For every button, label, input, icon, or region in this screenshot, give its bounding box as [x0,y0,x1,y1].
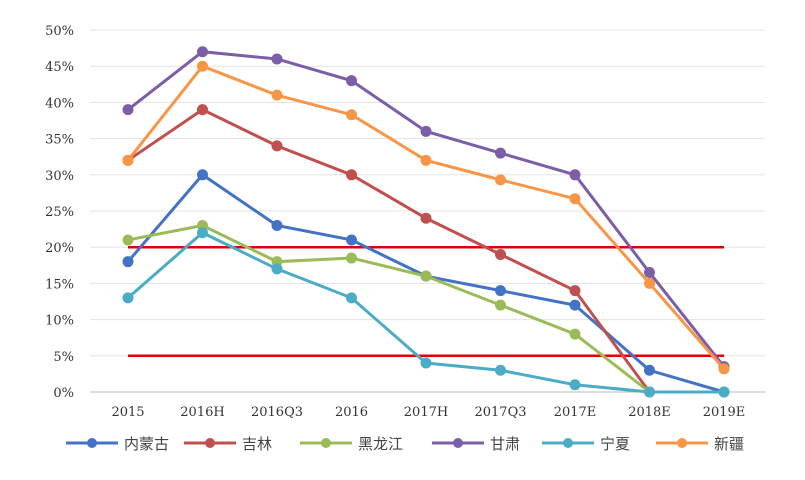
data-point [346,234,357,246]
series-line [127,223,651,394]
legend-label: 新疆 [714,435,744,453]
legend-marker [205,438,215,448]
y-tick-label: 45% [45,60,74,75]
data-point [718,363,730,375]
data-point [122,292,134,304]
data-point [197,46,208,58]
y-tick-label: 50% [45,24,74,39]
y-tick-label: 5% [53,350,74,365]
data-point [271,140,283,152]
data-point [495,299,506,311]
data-point [569,379,581,391]
data-point [271,89,283,101]
y-tick-label: 15% [45,277,74,292]
data-point [346,75,357,87]
data-point [122,234,134,246]
data-point [495,174,506,186]
data-point [346,292,357,304]
data-point [569,285,581,297]
data-point [495,147,506,159]
data-point [644,277,655,289]
y-tick-label: 20% [45,241,74,256]
data-point [271,263,283,275]
x-tick-label: 2017Q3 [474,405,526,420]
legend-marker [87,438,97,448]
data-point [569,193,581,205]
x-tick-label: 2015 [111,405,144,420]
x-tick-label: 2016 [335,405,368,420]
legend-marker [321,438,331,448]
data-point [346,252,357,264]
x-tick-label: 2016Q3 [251,405,303,420]
data-point [122,256,134,268]
legend-label: 甘肃 [490,435,520,453]
data-point [420,212,432,224]
data-point [420,154,432,166]
data-point [271,53,283,65]
x-tick-label: 2017H [404,405,448,420]
y-tick-label: 40% [45,96,74,111]
data-point [346,169,357,181]
data-point [420,125,432,137]
data-point [644,267,655,279]
data-point [197,169,208,181]
y-tick-label: 25% [45,205,74,220]
data-point [644,364,655,376]
y-tick-label: 35% [45,133,74,148]
data-point [197,104,208,116]
legend-marker [453,438,463,448]
data-point [495,285,506,297]
data-point [495,364,506,376]
series-line [127,107,651,393]
x-tick-label: 2018E [628,405,671,420]
legend-label: 黑龙江 [358,435,403,453]
legend-marker [677,438,687,448]
data-point [346,109,357,121]
data-point [569,299,581,311]
x-tick-label: 2019E [703,405,746,420]
y-tick-label: 0% [53,386,74,401]
data-point [718,386,730,398]
legend-label: 吉林 [242,435,272,453]
data-point [569,328,581,340]
data-point [271,219,283,231]
data-point [644,386,655,398]
data-point [197,227,208,239]
legend-marker [563,438,573,448]
data-point [122,104,134,116]
y-tick-label: 10% [45,314,74,329]
y-tick-label: 30% [45,169,74,184]
data-point [197,60,208,72]
data-point [122,154,134,166]
x-tick-label: 2017E [554,405,597,420]
x-tick-label: 2016H [180,405,224,420]
data-point [569,169,581,181]
data-point [420,270,432,282]
data-point [495,248,506,260]
legend-label: 宁夏 [600,435,630,453]
data-point [420,357,432,369]
legend-label: 内蒙古 [124,435,169,453]
